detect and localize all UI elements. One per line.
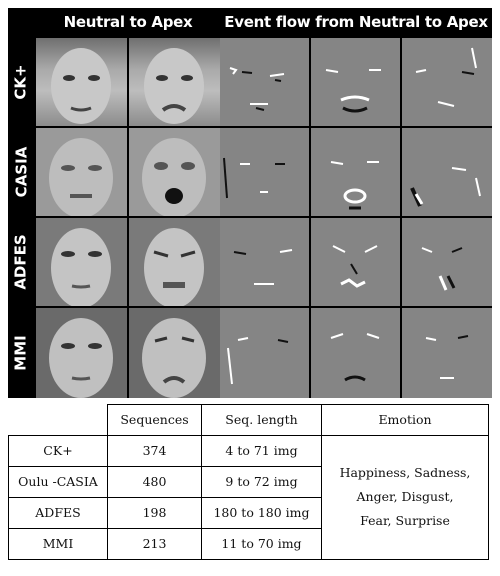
table-row: Oulu -CASIA 480 9 to 72 img bbox=[8, 465, 489, 498]
event-ckplus-1 bbox=[220, 38, 309, 126]
face-ckplus-apex bbox=[129, 38, 220, 126]
face-adfes-apex bbox=[129, 218, 220, 306]
event-adfes-1 bbox=[220, 218, 309, 306]
emotion-line: Anger, Disgust, bbox=[356, 489, 454, 504]
table-row: CK+ 374 4 to 71 img Happiness, Sadness, … bbox=[8, 434, 489, 560]
sequence-length: 4 to 71 img bbox=[201, 434, 322, 467]
sequences-count: 198 bbox=[107, 496, 202, 529]
event-adfes-3 bbox=[402, 218, 492, 306]
event-ckplus-2 bbox=[311, 38, 400, 126]
event-casia-1 bbox=[220, 128, 309, 216]
face-mmi-apex bbox=[129, 308, 220, 398]
face-ckplus-neutral bbox=[36, 38, 127, 126]
sequence-length: 180 to 180 img bbox=[201, 496, 322, 529]
facial-expression-figure: Neutral to Apex Event flow from Neutral … bbox=[8, 8, 492, 398]
row-label-casia: CASIA bbox=[12, 146, 30, 198]
table-row: ADFES 198 180 to 180 img bbox=[8, 496, 489, 529]
event-mmi-3 bbox=[402, 308, 492, 398]
sequences-count: 374 bbox=[107, 434, 202, 467]
sequence-length: 11 to 70 img bbox=[201, 527, 322, 560]
header-event-flow: Event flow from Neutral to Apex bbox=[224, 13, 488, 31]
event-casia-2 bbox=[311, 128, 400, 216]
table-header-row: Sequences Seq. length Emotion bbox=[9, 404, 489, 436]
table-corner bbox=[9, 405, 108, 436]
header-seq-length: Seq. length bbox=[201, 404, 322, 436]
header-emotion: Emotion bbox=[321, 404, 489, 436]
event-mmi-2 bbox=[311, 308, 400, 398]
header-sequences: Sequences bbox=[107, 404, 202, 436]
row-label-adfes: ADFES bbox=[12, 234, 31, 290]
row-label-ckplus: CK+ bbox=[12, 64, 31, 100]
face-casia-neutral bbox=[36, 128, 127, 216]
sequences-count: 480 bbox=[107, 465, 202, 498]
emotion-line: Happiness, Sadness, bbox=[339, 465, 471, 480]
event-casia-3 bbox=[402, 128, 492, 216]
face-adfes-neutral bbox=[36, 218, 127, 306]
dataset-name: CK+ bbox=[8, 434, 108, 467]
dataset-table: Sequences Seq. length Emotion CK+ 374 4 … bbox=[8, 404, 489, 560]
row-label-mmi: MMI bbox=[12, 335, 30, 371]
sequence-length: 9 to 72 img bbox=[201, 465, 322, 498]
event-ckplus-3 bbox=[402, 38, 492, 126]
event-mmi-1 bbox=[220, 308, 309, 398]
face-mmi-neutral bbox=[36, 308, 127, 398]
sequences-count: 213 bbox=[107, 527, 202, 560]
header-neutral-to-apex: Neutral to Apex bbox=[63, 13, 193, 31]
event-adfes-2 bbox=[311, 218, 400, 306]
emotion-list: Happiness, Sadness, Anger, Disgust, Fear… bbox=[321, 434, 489, 560]
dataset-name: ADFES bbox=[8, 496, 108, 529]
face-casia-apex bbox=[129, 128, 220, 216]
dataset-name: MMI bbox=[8, 527, 108, 560]
table-row: MMI 213 11 to 70 img bbox=[8, 527, 489, 560]
dataset-table-wrapper: Sequences Seq. length Emotion CK+ 374 4 … bbox=[8, 404, 489, 560]
emotion-line: Fear, Surprise bbox=[360, 513, 450, 528]
dataset-name: Oulu -CASIA bbox=[8, 465, 108, 498]
